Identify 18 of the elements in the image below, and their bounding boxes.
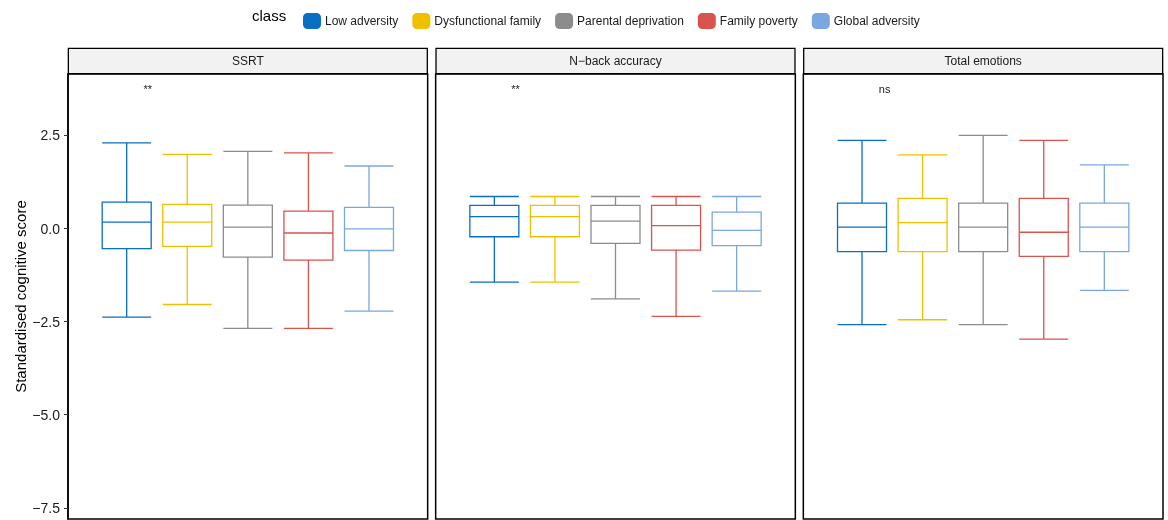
legend-label: Parental deprivation: [577, 14, 684, 28]
y-axis-title: Standardised cognitive score: [12, 200, 29, 393]
legend-label: Low adversity: [325, 14, 399, 28]
annotation: **: [511, 82, 521, 95]
y-tick-label: −2.5: [32, 313, 61, 330]
y-tick-label: −7.5: [32, 499, 61, 516]
annotation: ns: [878, 82, 891, 95]
legend-label: Global adversity: [833, 14, 920, 28]
annotation: **: [143, 82, 153, 95]
x-tick-label: N−back accuracy: [569, 54, 662, 68]
legend-label: Dysfunctional family: [434, 14, 542, 28]
y-tick-label: 2.5: [40, 127, 61, 144]
legend-title: class: [252, 7, 287, 24]
x-tick-label: Total emotions: [944, 54, 1022, 68]
x-tick-label: SSRT: [231, 54, 265, 68]
y-tick-label: 0.0: [40, 220, 61, 237]
y-tick-label: −5.0: [32, 406, 61, 423]
legend-label: Family poverty: [719, 14, 798, 28]
